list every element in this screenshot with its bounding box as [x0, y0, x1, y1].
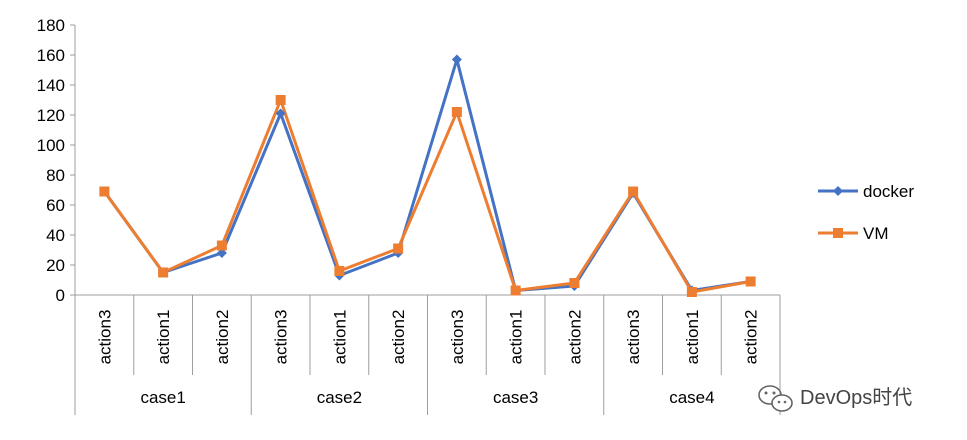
x-category-label: action1 — [330, 310, 349, 365]
x-group-label: case2 — [317, 388, 362, 407]
wechat-icon — [758, 385, 793, 412]
data-point-vm — [334, 266, 345, 276]
y-axis-tick-labels: 0 20 40 60 80 100 120 140 160 180 — [37, 16, 65, 305]
x-category-label: action1 — [683, 310, 702, 365]
legend-marker-diamond — [833, 186, 843, 196]
y-tick-label: 140 — [37, 76, 65, 95]
y-tick-label: 120 — [37, 106, 65, 125]
data-point-vm — [275, 95, 286, 105]
y-tick-label: 80 — [46, 166, 65, 185]
plot-area — [99, 54, 756, 297]
y-tick-label: 20 — [46, 256, 65, 275]
legend-label-docker: docker — [863, 182, 914, 201]
y-tick-label: 100 — [37, 136, 65, 155]
data-point-vm — [451, 107, 462, 117]
x-category-label: action2 — [742, 310, 761, 365]
series-line-vm — [103, 98, 751, 294]
x-axis-group-labels: case1 case2 case3 case4 — [140, 388, 714, 407]
x-category-label: action3 — [272, 310, 291, 365]
data-point-vm — [745, 276, 756, 287]
data-point-vm — [158, 267, 169, 278]
y-tick-label: 0 — [56, 286, 65, 305]
x-category-label: action3 — [448, 310, 467, 365]
chart-axes — [70, 24, 781, 415]
y-tick-label: 40 — [46, 226, 65, 245]
x-category-label: action1 — [154, 310, 173, 365]
data-point-vm — [628, 186, 639, 197]
data-point-vm — [569, 278, 580, 288]
x-group-label: case1 — [140, 388, 185, 407]
legend: docker VM — [818, 182, 914, 243]
x-category-label: action1 — [507, 310, 526, 365]
legend-label-vm: VM — [863, 224, 889, 243]
x-category-label: action3 — [624, 310, 643, 365]
watermark: DevOps时代 — [758, 385, 912, 412]
data-point-vm — [686, 287, 697, 297]
data-point-docker — [451, 54, 462, 65]
y-tick-label: 60 — [46, 196, 65, 215]
data-point-vm — [216, 240, 227, 251]
data-point-vm — [99, 186, 110, 197]
x-category-label: action2 — [565, 310, 584, 365]
x-category-label: action3 — [95, 310, 114, 365]
x-group-label: case4 — [669, 388, 714, 407]
x-group-label: case3 — [493, 388, 538, 407]
x-category-label: action2 — [389, 310, 408, 365]
data-point-docker — [275, 108, 286, 119]
y-tick-label: 180 — [37, 16, 65, 35]
y-tick-label: 160 — [37, 46, 65, 65]
x-category-label: action2 — [213, 310, 232, 365]
x-axis-category-labels: action3 action1 action2 action3 action1 actio… — [95, 310, 760, 365]
data-point-vm — [393, 243, 404, 254]
legend-marker-square — [833, 228, 843, 238]
watermark-text: DevOps时代 — [800, 386, 912, 409]
data-point-vm — [510, 285, 521, 296]
